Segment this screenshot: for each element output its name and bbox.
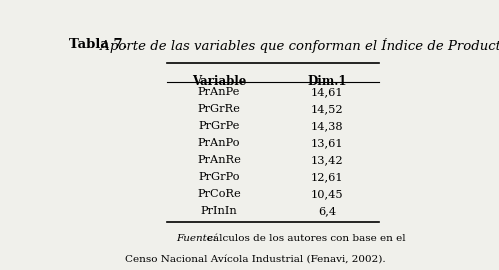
Text: PrGrPe: PrGrPe	[198, 121, 240, 131]
Text: Aporte de las variables que conforman el Índice de Productividad (IP): Aporte de las variables que conforman el…	[96, 38, 499, 53]
Text: 10,45: 10,45	[311, 189, 344, 199]
Text: Tabla 7.: Tabla 7.	[69, 38, 128, 50]
Text: 6,4: 6,4	[318, 206, 336, 216]
Text: 13,42: 13,42	[311, 155, 344, 165]
Text: PrCoRe: PrCoRe	[197, 189, 241, 199]
Text: 14,52: 14,52	[311, 104, 344, 114]
Text: Fuente:: Fuente:	[177, 234, 217, 243]
Text: PrGrPo: PrGrPo	[198, 172, 240, 182]
Text: 14,38: 14,38	[311, 121, 344, 131]
Text: PrAnPe: PrAnPe	[198, 87, 240, 97]
Text: Censo Nacional Avícola Industrial (Fenavi, 2002).: Censo Nacional Avícola Industrial (Fenav…	[125, 254, 386, 264]
Text: PrAnPo: PrAnPo	[198, 138, 240, 148]
Text: PrInIn: PrInIn	[201, 206, 238, 216]
Text: 12,61: 12,61	[311, 172, 344, 182]
Text: 13,61: 13,61	[311, 138, 344, 148]
Text: Dim.1: Dim.1	[307, 75, 347, 88]
Text: cálculos de los autores con base en el: cálculos de los autores con base en el	[204, 234, 405, 243]
Text: Variable: Variable	[192, 75, 246, 88]
Text: PrGrRe: PrGrRe	[198, 104, 241, 114]
Text: 14,61: 14,61	[311, 87, 344, 97]
Text: PrAnRe: PrAnRe	[197, 155, 241, 165]
